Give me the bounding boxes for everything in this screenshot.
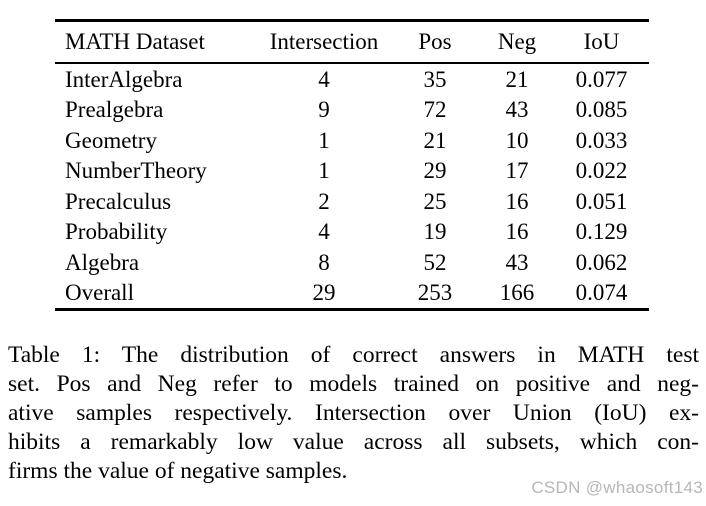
table-cell: NumberTheory: [65, 158, 207, 184]
table-cell: 4: [318, 219, 330, 245]
table-cell: 16: [505, 188, 529, 214]
column-header-pos: Pos: [390, 20, 480, 64]
table-cell: 0.033: [575, 127, 628, 153]
table-header-row: MATH Dataset Intersection Pos Neg IoU: [55, 20, 649, 64]
table-cell: Algebra: [65, 249, 140, 275]
caption-line: ative samples respectively. Intersection…: [8, 400, 699, 426]
table-cell: 0.077: [575, 66, 628, 92]
caption-line: hibits a remarkably low value across all…: [8, 429, 699, 455]
table-cell: Overall: [65, 280, 134, 306]
table-row: Algebra 8 52 43 0.062: [55, 247, 649, 278]
table-cell: 253: [417, 280, 453, 306]
table-cell: InterAlgebra: [65, 66, 183, 92]
table-cell: 19: [423, 219, 447, 245]
table-cell: 21: [423, 127, 447, 153]
table-row: Probability 4 19 16 0.129: [55, 217, 649, 248]
table-cell: Probability: [65, 219, 168, 245]
table-cell: 43: [505, 97, 529, 123]
table-cell: 29: [312, 280, 336, 306]
table-cell: 25: [423, 188, 447, 214]
table-cell: Prealgebra: [65, 97, 164, 123]
table-row: InterAlgebra 4 35 21 0.077: [55, 63, 649, 95]
table-cell: 35: [423, 66, 447, 92]
table-cell: Precalculus: [65, 188, 172, 214]
column-header-neg: Neg: [480, 20, 554, 64]
table-cell: 2: [318, 188, 330, 214]
table-cell: 0.129: [575, 219, 628, 245]
table-cell: 1: [318, 158, 330, 184]
table-cell: 17: [505, 158, 529, 184]
table-cell: 21: [505, 66, 529, 92]
caption-line: Table 1: The distribution of correct ans…: [8, 342, 699, 368]
table-row: NumberTheory 1 29 17 0.022: [55, 156, 649, 187]
caption-line: set. Pos and Neg refer to models trained…: [8, 371, 699, 397]
table-cell: 43: [505, 249, 529, 275]
table-row: Geometry 1 21 10 0.033: [55, 125, 649, 156]
table-row: Overall 29 253 166 0.074: [55, 278, 649, 310]
table-cell: 0.062: [575, 249, 628, 275]
column-header-intersection: Intersection: [258, 20, 390, 64]
table-row: MATH Dataset Intersection Pos Neg IoU: [55, 20, 649, 64]
table-cell: 4: [318, 66, 330, 92]
table-cell: 8: [318, 249, 330, 275]
table-cell: 0.022: [575, 158, 628, 184]
table-cell: 9: [318, 97, 330, 123]
table-cell: 29: [423, 158, 447, 184]
table-row: Precalculus 2 25 16 0.051: [55, 186, 649, 217]
table-cell: 1: [318, 127, 330, 153]
table-caption: Table 1: The distribution of correct ans…: [8, 341, 699, 486]
table-cell: 10: [505, 127, 529, 153]
table-cell: 52: [423, 249, 447, 275]
caption-line: firms the value of negative samples.: [8, 458, 348, 484]
table-cell: Geometry: [65, 127, 157, 153]
table-cell: 0.085: [575, 97, 628, 123]
table-cell: 0.051: [575, 188, 628, 214]
table-cell: 166: [499, 280, 535, 306]
column-header-math-dataset: MATH Dataset: [55, 20, 258, 64]
table-row: Prealgebra 9 72 43 0.085: [55, 95, 649, 126]
table-cell: 0.074: [575, 280, 628, 306]
table-cell: 72: [423, 97, 447, 123]
math-dataset-table: MATH Dataset Intersection Pos Neg IoU In…: [55, 19, 649, 311]
table-cell: 16: [505, 219, 529, 245]
watermark: CSDN @whaosoft143: [531, 478, 703, 497]
column-header-iou: IoU: [554, 20, 649, 64]
